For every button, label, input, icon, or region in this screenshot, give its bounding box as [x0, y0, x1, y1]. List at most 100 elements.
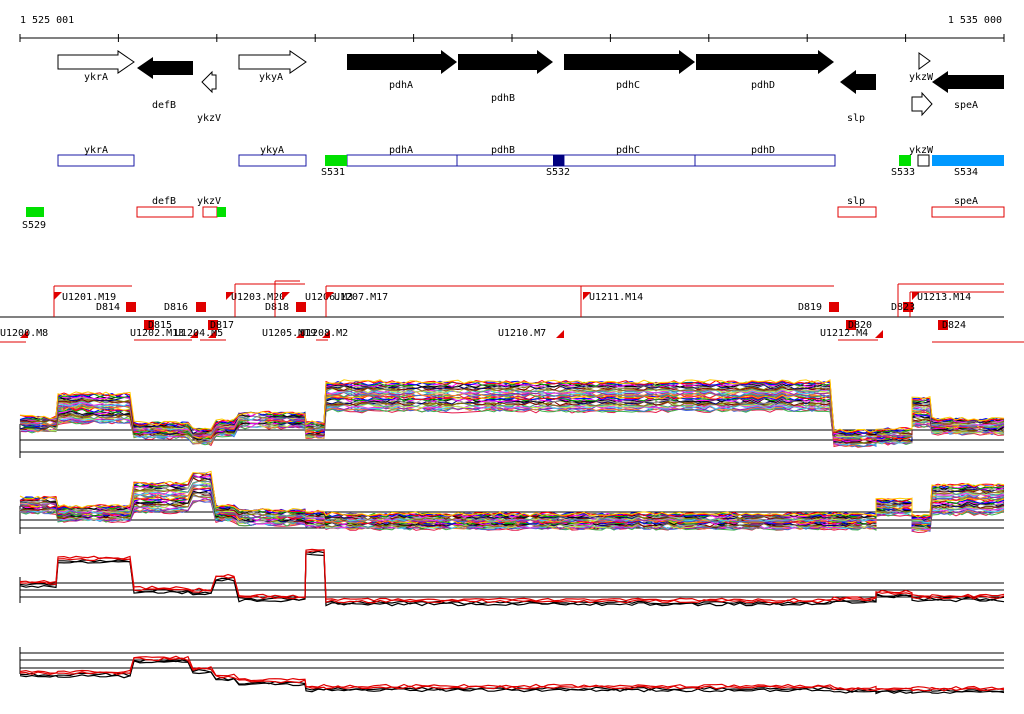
- transcript-label-slp: slp: [847, 196, 865, 207]
- transcript-box-slp[interactable]: [837, 206, 877, 218]
- transcript-box-ykzW[interactable]: [917, 154, 930, 167]
- gene-label-pdhB: pdhB: [491, 93, 515, 104]
- feature-marker[interactable]: [326, 292, 334, 300]
- expression-curve: [19, 470, 1005, 518]
- expression-curve: [19, 500, 1005, 532]
- feature-marker[interactable]: [126, 302, 136, 312]
- feature-label: D815: [148, 320, 172, 331]
- feature-marker[interactable]: [322, 330, 330, 338]
- expression-curve: [19, 655, 1005, 690]
- site-marker-S532[interactable]: [553, 155, 564, 166]
- feature-marker[interactable]: [144, 320, 154, 330]
- feature-label: D819: [798, 302, 822, 313]
- expression-panel: [19, 647, 1005, 695]
- site-label-S534: S534: [954, 167, 978, 178]
- gene-label-pdhC: pdhC: [616, 80, 640, 91]
- gene-label-ykrA: ykrA: [84, 72, 108, 83]
- transcript-label-ykzW: ykzW: [909, 145, 934, 156]
- expression-curve: [19, 657, 1005, 692]
- transcript-box-speA[interactable]: [931, 206, 1005, 218]
- feature-marker[interactable]: [938, 320, 948, 330]
- expression-panel: [19, 470, 1005, 534]
- gene-arrow-pdhC[interactable]: [564, 50, 695, 74]
- feature-marker[interactable]: [912, 292, 920, 300]
- gene-arrow-pdhB[interactable]: [458, 50, 553, 74]
- expression-panel: [19, 379, 1005, 458]
- expression-panel: [19, 548, 1005, 607]
- expression-curve: [19, 404, 1005, 446]
- expression-curve: [19, 488, 1005, 527]
- gene-arrow-pdhA[interactable]: [347, 50, 457, 74]
- gene-arrow-ykyA[interactable]: [238, 50, 307, 74]
- gene-label-ykzW: ykzW: [909, 72, 934, 83]
- transcript-box-pdh[interactable]: [346, 154, 836, 167]
- transcript-label-defB: defB: [152, 196, 176, 207]
- gene-arrow-defB[interactable]: [137, 57, 193, 79]
- gene-arrow-ykzV[interactable]: [201, 70, 217, 94]
- transcript-label-ykyA: ykyA: [260, 145, 284, 156]
- feature-label: U1201.M19: [62, 292, 116, 303]
- feature-marker[interactable]: [196, 302, 206, 312]
- feature-marker[interactable]: [190, 330, 198, 338]
- feature-label: U1202.M13: [130, 328, 184, 339]
- feature-marker[interactable]: [829, 302, 839, 312]
- feature-label: U1210.M7: [498, 328, 546, 339]
- gene-arrow-ykzW[interactable]: [918, 52, 931, 70]
- site-label-S531: S531: [321, 167, 345, 178]
- transcript-label-speA: speA: [954, 196, 978, 207]
- site-label-S532: S532: [546, 167, 570, 178]
- gene-label-ykzV: ykzV: [197, 113, 221, 124]
- feature-label: D824: [942, 320, 966, 331]
- expression-curve: [19, 388, 1005, 438]
- transcript-label-pdhB: pdhB: [491, 145, 515, 156]
- gene-arrow-ykzW-second[interactable]: [911, 91, 933, 117]
- feature-marker[interactable]: [54, 292, 62, 300]
- site-marker-S534[interactable]: [932, 155, 1004, 166]
- gene-label-speA: speA: [954, 100, 978, 111]
- expression-curve: [19, 553, 1005, 607]
- expression-curve: [19, 472, 1005, 519]
- feature-marker[interactable]: [208, 320, 218, 330]
- feature-marker[interactable]: [208, 330, 216, 338]
- coordinate-ruler: 1 525 001 1 535 000: [19, 15, 1005, 42]
- feature-label: U1207.M17: [334, 292, 388, 303]
- expression-curve: [19, 400, 1005, 444]
- site-label-S529: S529: [22, 220, 46, 231]
- feature-label: U1208.M2: [300, 328, 348, 339]
- gene-arrow-ykrA[interactable]: [57, 50, 135, 74]
- feature-marker[interactable]: [846, 320, 856, 330]
- site-marker-S531[interactable]: [325, 155, 347, 166]
- gene-arrow-pdhD[interactable]: [696, 50, 834, 74]
- gene-arrow-slp[interactable]: [840, 70, 876, 94]
- gene-label-slp: slp: [847, 113, 865, 124]
- feature-marker[interactable]: [296, 330, 304, 338]
- gene-label-pdhA: pdhA: [389, 80, 413, 91]
- feature-label: U1211.M14: [589, 292, 643, 303]
- feature-marker[interactable]: [296, 302, 306, 312]
- transcript-box-ykzV[interactable]: [202, 206, 218, 218]
- feature-marker[interactable]: [875, 330, 883, 338]
- feature-label: D817: [210, 320, 234, 331]
- feature-marker[interactable]: [556, 330, 564, 338]
- expression-curve: [19, 494, 1005, 530]
- transcript-box-ykrA[interactable]: [57, 154, 135, 167]
- feature-marker[interactable]: [903, 302, 913, 312]
- feature-label: U1206.M3: [305, 292, 353, 303]
- gene-track: ykrA defB ykzV ykyA pdhA pdhB pdhC pdhD …: [57, 50, 1004, 124]
- gene-arrow-speA[interactable]: [932, 71, 1004, 93]
- feature-marker[interactable]: [20, 330, 28, 338]
- feature-marker[interactable]: [226, 292, 234, 300]
- expression-curve: [19, 379, 1005, 433]
- feature-marker[interactable]: [583, 292, 591, 300]
- site-marker-S533[interactable]: [899, 155, 911, 166]
- feature-marker[interactable]: [282, 292, 290, 300]
- transcript-box-defB[interactable]: [136, 206, 194, 218]
- feature-label: U1212.M4: [820, 328, 868, 339]
- feature-label: U1203.M20: [231, 292, 285, 303]
- expression-curve: [19, 397, 1005, 443]
- site-marker-S529[interactable]: [26, 207, 44, 217]
- ruler-start-label: 1 525 001: [20, 15, 74, 26]
- transcript-box-ykyA[interactable]: [238, 154, 307, 167]
- gene-label-ykyA: ykyA: [259, 72, 283, 83]
